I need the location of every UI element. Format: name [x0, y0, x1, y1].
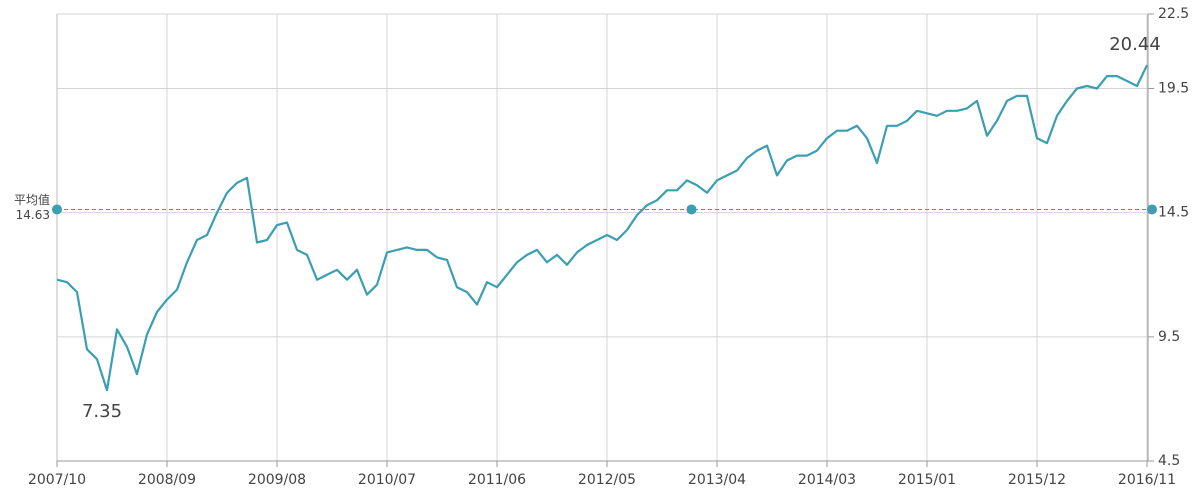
- x-tick-label: 2007/10: [28, 472, 86, 488]
- mean-value: 14.63: [16, 208, 50, 222]
- y-tick-label: 22.5: [1158, 6, 1189, 22]
- x-tick-label: 2015/12: [1008, 472, 1066, 488]
- y-tick-label: 9.5: [1158, 329, 1180, 345]
- x-tick-label: 2014/03: [798, 472, 856, 488]
- mean-dot: [52, 204, 62, 215]
- x-tick-label: 2016/11: [1118, 472, 1176, 488]
- x-tick-label: 2015/01: [898, 472, 956, 488]
- mean-dot: [686, 204, 697, 215]
- min-label: 7.35: [82, 401, 122, 422]
- x-tick-label: 2012/05: [578, 472, 636, 488]
- x-tick-label: 2008/09: [138, 472, 196, 488]
- mean-dot: [1147, 204, 1157, 215]
- y-tick-label: 4.5: [1158, 453, 1180, 469]
- y-tick-label: 14.5: [1158, 205, 1189, 221]
- y-tick-label: 19.5: [1158, 81, 1189, 97]
- max-label: 20.44: [1109, 34, 1161, 55]
- mean-title: 平均值: [14, 192, 50, 207]
- x-tick-label: 2013/04: [688, 472, 746, 488]
- x-tick-label: 2010/07: [358, 472, 416, 488]
- line: [56, 64, 1148, 392]
- x-tick-label: 2011/06: [468, 472, 526, 488]
- x-tick-label: 2009/08: [248, 472, 306, 488]
